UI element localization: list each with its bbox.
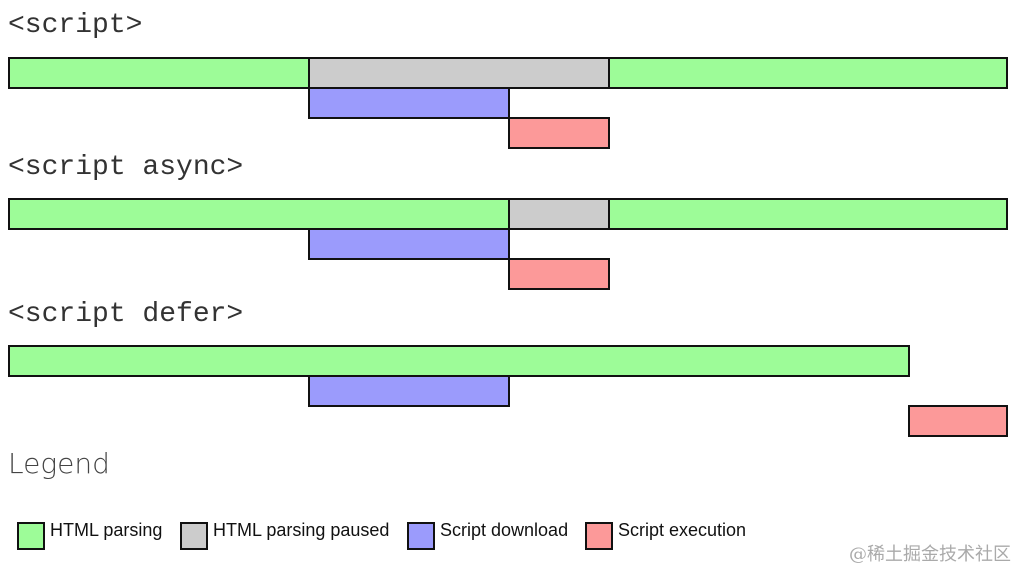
section-title-script: <script> (8, 10, 143, 41)
legend-label: HTML parsing paused (213, 520, 390, 540)
bar-html-parsing (8, 198, 510, 230)
legend-title: Legend (8, 447, 110, 480)
legend-swatch-script-execution (585, 522, 613, 550)
legend-item-script-execution: Script execution (585, 520, 746, 550)
bar-html-parsing (8, 57, 310, 89)
bar-script-execution (908, 405, 1008, 437)
bar-script-download (308, 228, 510, 260)
section-title-script-async: <script async> (8, 152, 244, 183)
legend-item-html-parsing: HTML parsing (17, 520, 162, 550)
legend-label: HTML parsing (50, 520, 163, 540)
bar-html-parsing (608, 57, 1008, 89)
bar-html-parsing-paused (308, 57, 610, 89)
legend-label: Script download (440, 520, 569, 540)
bar-script-execution (508, 117, 610, 149)
legend-swatch-script-download (407, 522, 435, 550)
legend-item-script-download: Script download (407, 520, 568, 550)
bar-script-download (308, 375, 510, 407)
legend-item-html-parsing-paused: HTML parsing paused (180, 520, 389, 550)
legend-label: Script execution (618, 520, 747, 540)
bar-html-parsing (8, 345, 910, 377)
watermark: @稀土掘金技术社区 (849, 544, 1011, 565)
bar-script-execution (508, 258, 610, 290)
bar-html-parsing-paused (508, 198, 610, 230)
bar-html-parsing (608, 198, 1008, 230)
bar-script-download (308, 87, 510, 119)
legend-swatch-html-parsing (17, 522, 45, 550)
section-title-script-defer: <script defer> (8, 299, 244, 330)
legend-swatch-html-parsing-paused (180, 522, 208, 550)
